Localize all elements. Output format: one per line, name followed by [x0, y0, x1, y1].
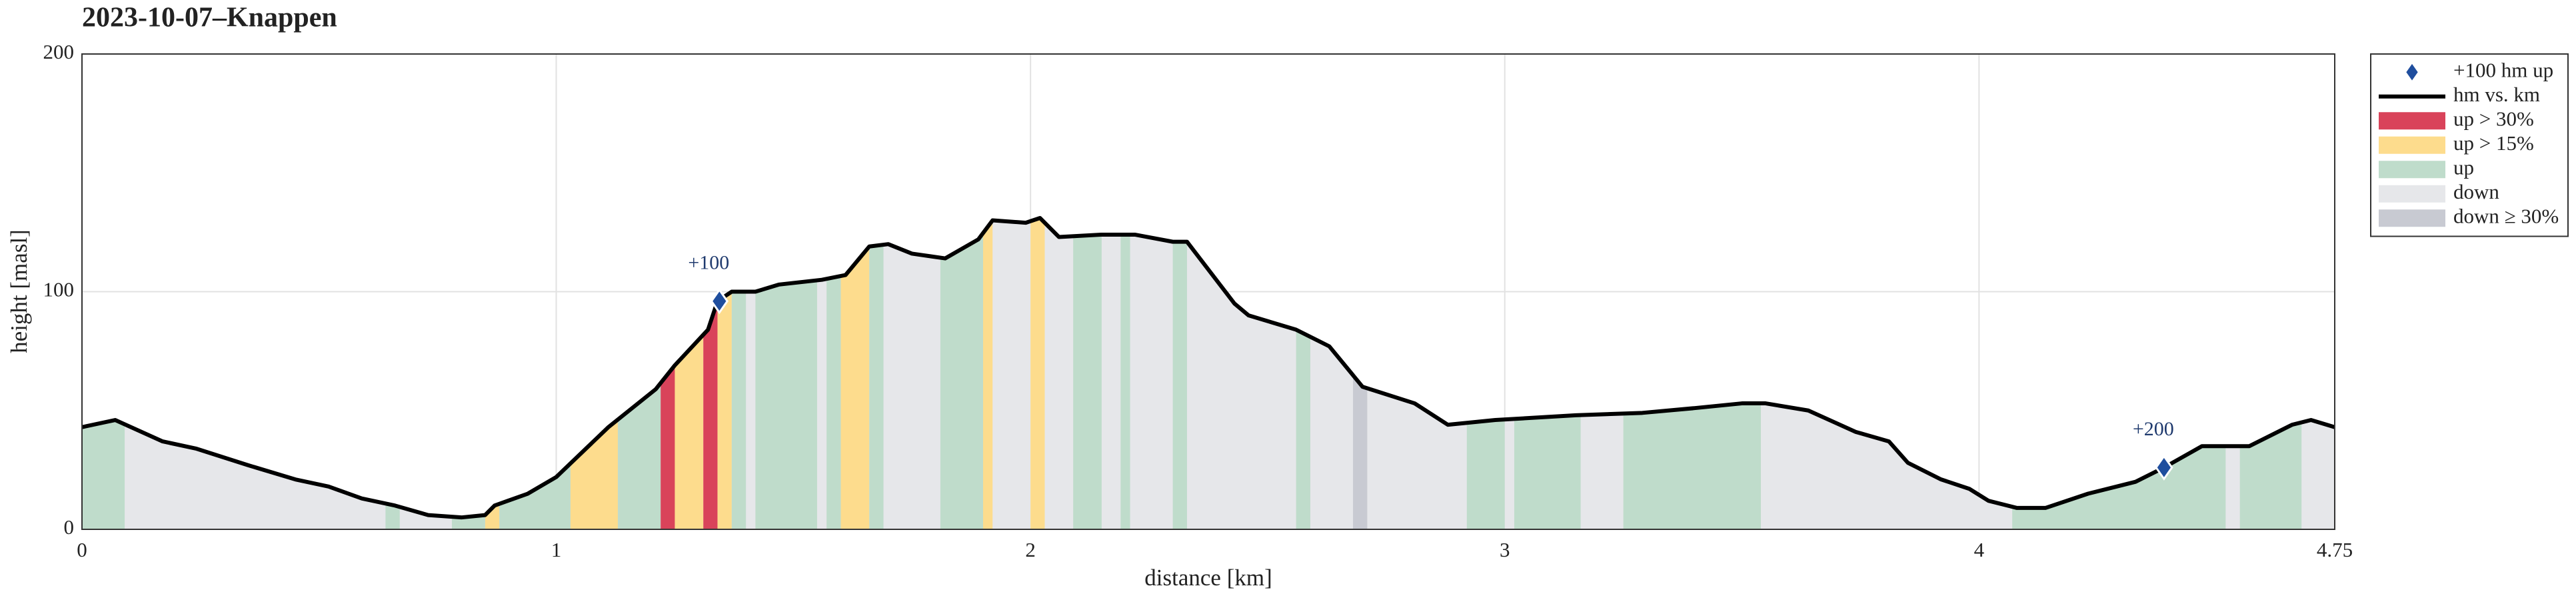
- profile-line: [81, 215, 2335, 520]
- y-axis-label: height [masl]: [6, 229, 32, 353]
- diamond-marker: [2155, 454, 2173, 481]
- y-tick-label: 100: [43, 278, 75, 301]
- slope-band: [755, 217, 817, 529]
- legend-label: up > 15%: [2453, 131, 2534, 155]
- slope-band: [826, 217, 841, 529]
- x-tick-label: 2: [1025, 538, 1036, 561]
- x-tick-label: 4.75: [2317, 538, 2353, 561]
- legend-label: hm vs. km: [2453, 83, 2540, 106]
- legend-swatch: [2379, 209, 2445, 227]
- marker-label: +200: [2133, 418, 2174, 440]
- legend-swatch: [2379, 161, 2445, 179]
- legend-label: up: [2453, 155, 2474, 179]
- marker-label: +100: [688, 252, 729, 274]
- axes-box: [81, 53, 2335, 530]
- legend-swatch: [2379, 185, 2445, 203]
- legend-label: down: [2453, 180, 2499, 203]
- chart-title: 2023-10-07–Knappen: [82, 3, 337, 33]
- slope-band: [1172, 217, 1187, 529]
- x-axis-label: distance [km]: [1144, 565, 1272, 591]
- legend-swatch: [2379, 136, 2445, 154]
- x-tick-label: 3: [1500, 538, 1510, 561]
- y-tick-label: 0: [64, 515, 75, 539]
- x-tick-label: 4: [1974, 538, 1985, 561]
- slope-band: [940, 217, 983, 529]
- slope-band: [840, 217, 870, 529]
- base-area: [82, 217, 2335, 529]
- diamond-marker: [710, 288, 729, 315]
- slope-band: [869, 217, 884, 529]
- legend-label: +100 hm up: [2453, 58, 2553, 81]
- y-tick-label: 200: [43, 40, 75, 63]
- slope-band: [1120, 217, 1130, 529]
- slope-band: [1073, 217, 1102, 529]
- legend-label: up > 30%: [2453, 107, 2534, 130]
- legend-marker: [2403, 60, 2421, 84]
- legend-label: down ≥ 30%: [2453, 204, 2559, 227]
- slope-band: [1030, 217, 1045, 529]
- slope-band: [731, 217, 746, 529]
- x-tick-label: 0: [77, 538, 87, 561]
- legend-swatch: [2379, 112, 2445, 130]
- x-tick-label: 1: [551, 538, 562, 561]
- slope-band: [983, 217, 993, 529]
